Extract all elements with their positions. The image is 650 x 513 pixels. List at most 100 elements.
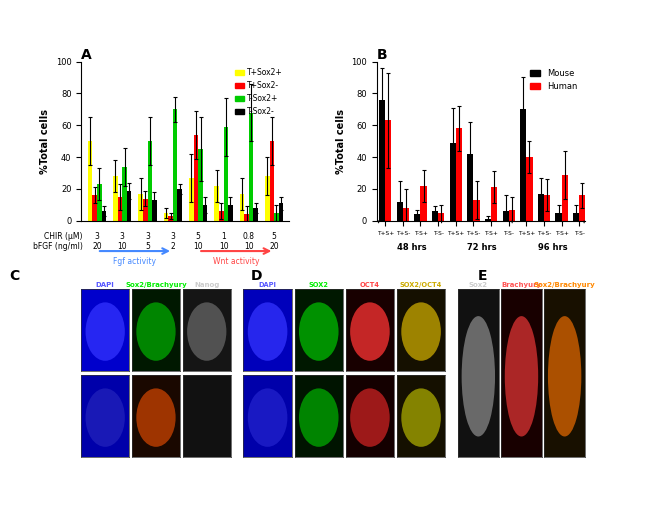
Ellipse shape [462, 316, 495, 437]
Bar [432, 211, 438, 221]
Text: Wnt activity: Wnt activity [213, 256, 259, 266]
Title: SOX2: SOX2 [309, 282, 329, 288]
Bar [148, 141, 152, 221]
Text: B: B [377, 48, 387, 62]
Title: Sox2/Brachyury: Sox2/Brachyury [125, 282, 187, 288]
Title: Sox2: Sox2 [469, 282, 488, 288]
Bar [224, 127, 228, 221]
Text: 20: 20 [269, 242, 279, 250]
Y-axis label: %Total cells: %Total cells [336, 109, 346, 174]
Text: 48 hrs: 48 hrs [397, 243, 426, 252]
Bar [177, 189, 182, 221]
Bar [265, 176, 270, 221]
Text: 72 hrs: 72 hrs [467, 243, 497, 252]
Bar [92, 195, 97, 221]
Legend: T+Sox2+, T+Sox2-, T-Sox2+, T-Sox2-: T+Sox2+, T+Sox2-, T-Sox2+, T-Sox2- [231, 65, 285, 119]
Text: A: A [81, 48, 92, 62]
Bar [403, 208, 409, 221]
Bar [438, 213, 445, 221]
Ellipse shape [548, 316, 581, 437]
Ellipse shape [86, 388, 125, 447]
Title: Sox2/Brachyury: Sox2/Brachyury [534, 282, 595, 288]
Text: C: C [10, 269, 20, 283]
Bar [450, 143, 456, 221]
Text: Fgf activity: Fgf activity [114, 256, 157, 266]
Text: 96 hrs: 96 hrs [538, 243, 567, 252]
Bar [198, 149, 203, 221]
Bar [244, 214, 249, 221]
Ellipse shape [248, 302, 287, 361]
Bar [526, 157, 532, 221]
Bar [143, 199, 148, 221]
Bar [473, 200, 480, 221]
Text: 5: 5 [196, 232, 201, 241]
Bar [502, 211, 509, 221]
Bar [152, 200, 157, 221]
Bar [491, 187, 497, 221]
Title: DAPI: DAPI [259, 282, 277, 288]
Ellipse shape [187, 302, 226, 361]
Y-axis label: %Total cells: %Total cells [40, 109, 50, 174]
Bar [203, 205, 207, 221]
Ellipse shape [299, 302, 339, 361]
Bar [249, 112, 254, 221]
Text: 1: 1 [221, 232, 226, 241]
Title: DAPI: DAPI [96, 282, 114, 288]
Bar [279, 203, 283, 221]
Ellipse shape [86, 302, 125, 361]
Y-axis label: bFGF / Wnt: bFGF / Wnt [75, 397, 81, 436]
Bar [396, 202, 403, 221]
Text: 10: 10 [244, 242, 254, 250]
Bar [538, 194, 544, 221]
Text: 10: 10 [219, 242, 228, 250]
Bar [164, 213, 168, 221]
Text: 20: 20 [92, 242, 102, 250]
Bar [520, 109, 526, 221]
Bar [101, 211, 106, 221]
Bar [254, 208, 258, 221]
Bar [138, 194, 143, 221]
Bar [270, 141, 274, 221]
Bar [240, 194, 244, 221]
Bar [219, 211, 224, 221]
Y-axis label: bFGF / Wnt: bFGF / Wnt [238, 397, 244, 436]
Ellipse shape [299, 388, 339, 447]
Bar [421, 186, 426, 221]
Text: E: E [478, 269, 488, 283]
Bar [274, 213, 279, 221]
Text: 10: 10 [194, 242, 203, 250]
Ellipse shape [136, 302, 176, 361]
Bar [118, 197, 122, 221]
Ellipse shape [401, 302, 441, 361]
Bar [509, 210, 515, 221]
Bar [97, 184, 101, 221]
Bar [562, 174, 568, 221]
Bar [579, 195, 586, 221]
Bar [173, 109, 177, 221]
Title: Brachyury: Brachyury [501, 282, 541, 288]
Text: 3: 3 [145, 232, 150, 241]
Bar [189, 178, 194, 221]
Ellipse shape [248, 388, 287, 447]
Bar [573, 213, 579, 221]
Bar [456, 128, 462, 221]
Text: 0.8: 0.8 [243, 232, 255, 241]
Y-axis label: E9.5 mouse: E9.5 mouse [452, 352, 458, 393]
Bar [88, 141, 92, 221]
Bar [556, 213, 562, 221]
Text: 5: 5 [145, 242, 150, 250]
Title: Nanog: Nanog [194, 282, 220, 288]
Title: OCT4: OCT4 [360, 282, 380, 288]
Text: 3: 3 [94, 232, 99, 241]
Bar [168, 216, 173, 221]
Ellipse shape [350, 302, 390, 361]
Text: CHIR (μM): CHIR (μM) [44, 232, 83, 241]
Ellipse shape [505, 316, 538, 437]
Text: 2: 2 [170, 242, 176, 250]
Text: D: D [250, 269, 262, 283]
Bar [127, 190, 131, 221]
Bar [194, 135, 198, 221]
Title: SOX2/OCT4: SOX2/OCT4 [400, 282, 442, 288]
Bar [385, 121, 391, 221]
Ellipse shape [136, 388, 176, 447]
